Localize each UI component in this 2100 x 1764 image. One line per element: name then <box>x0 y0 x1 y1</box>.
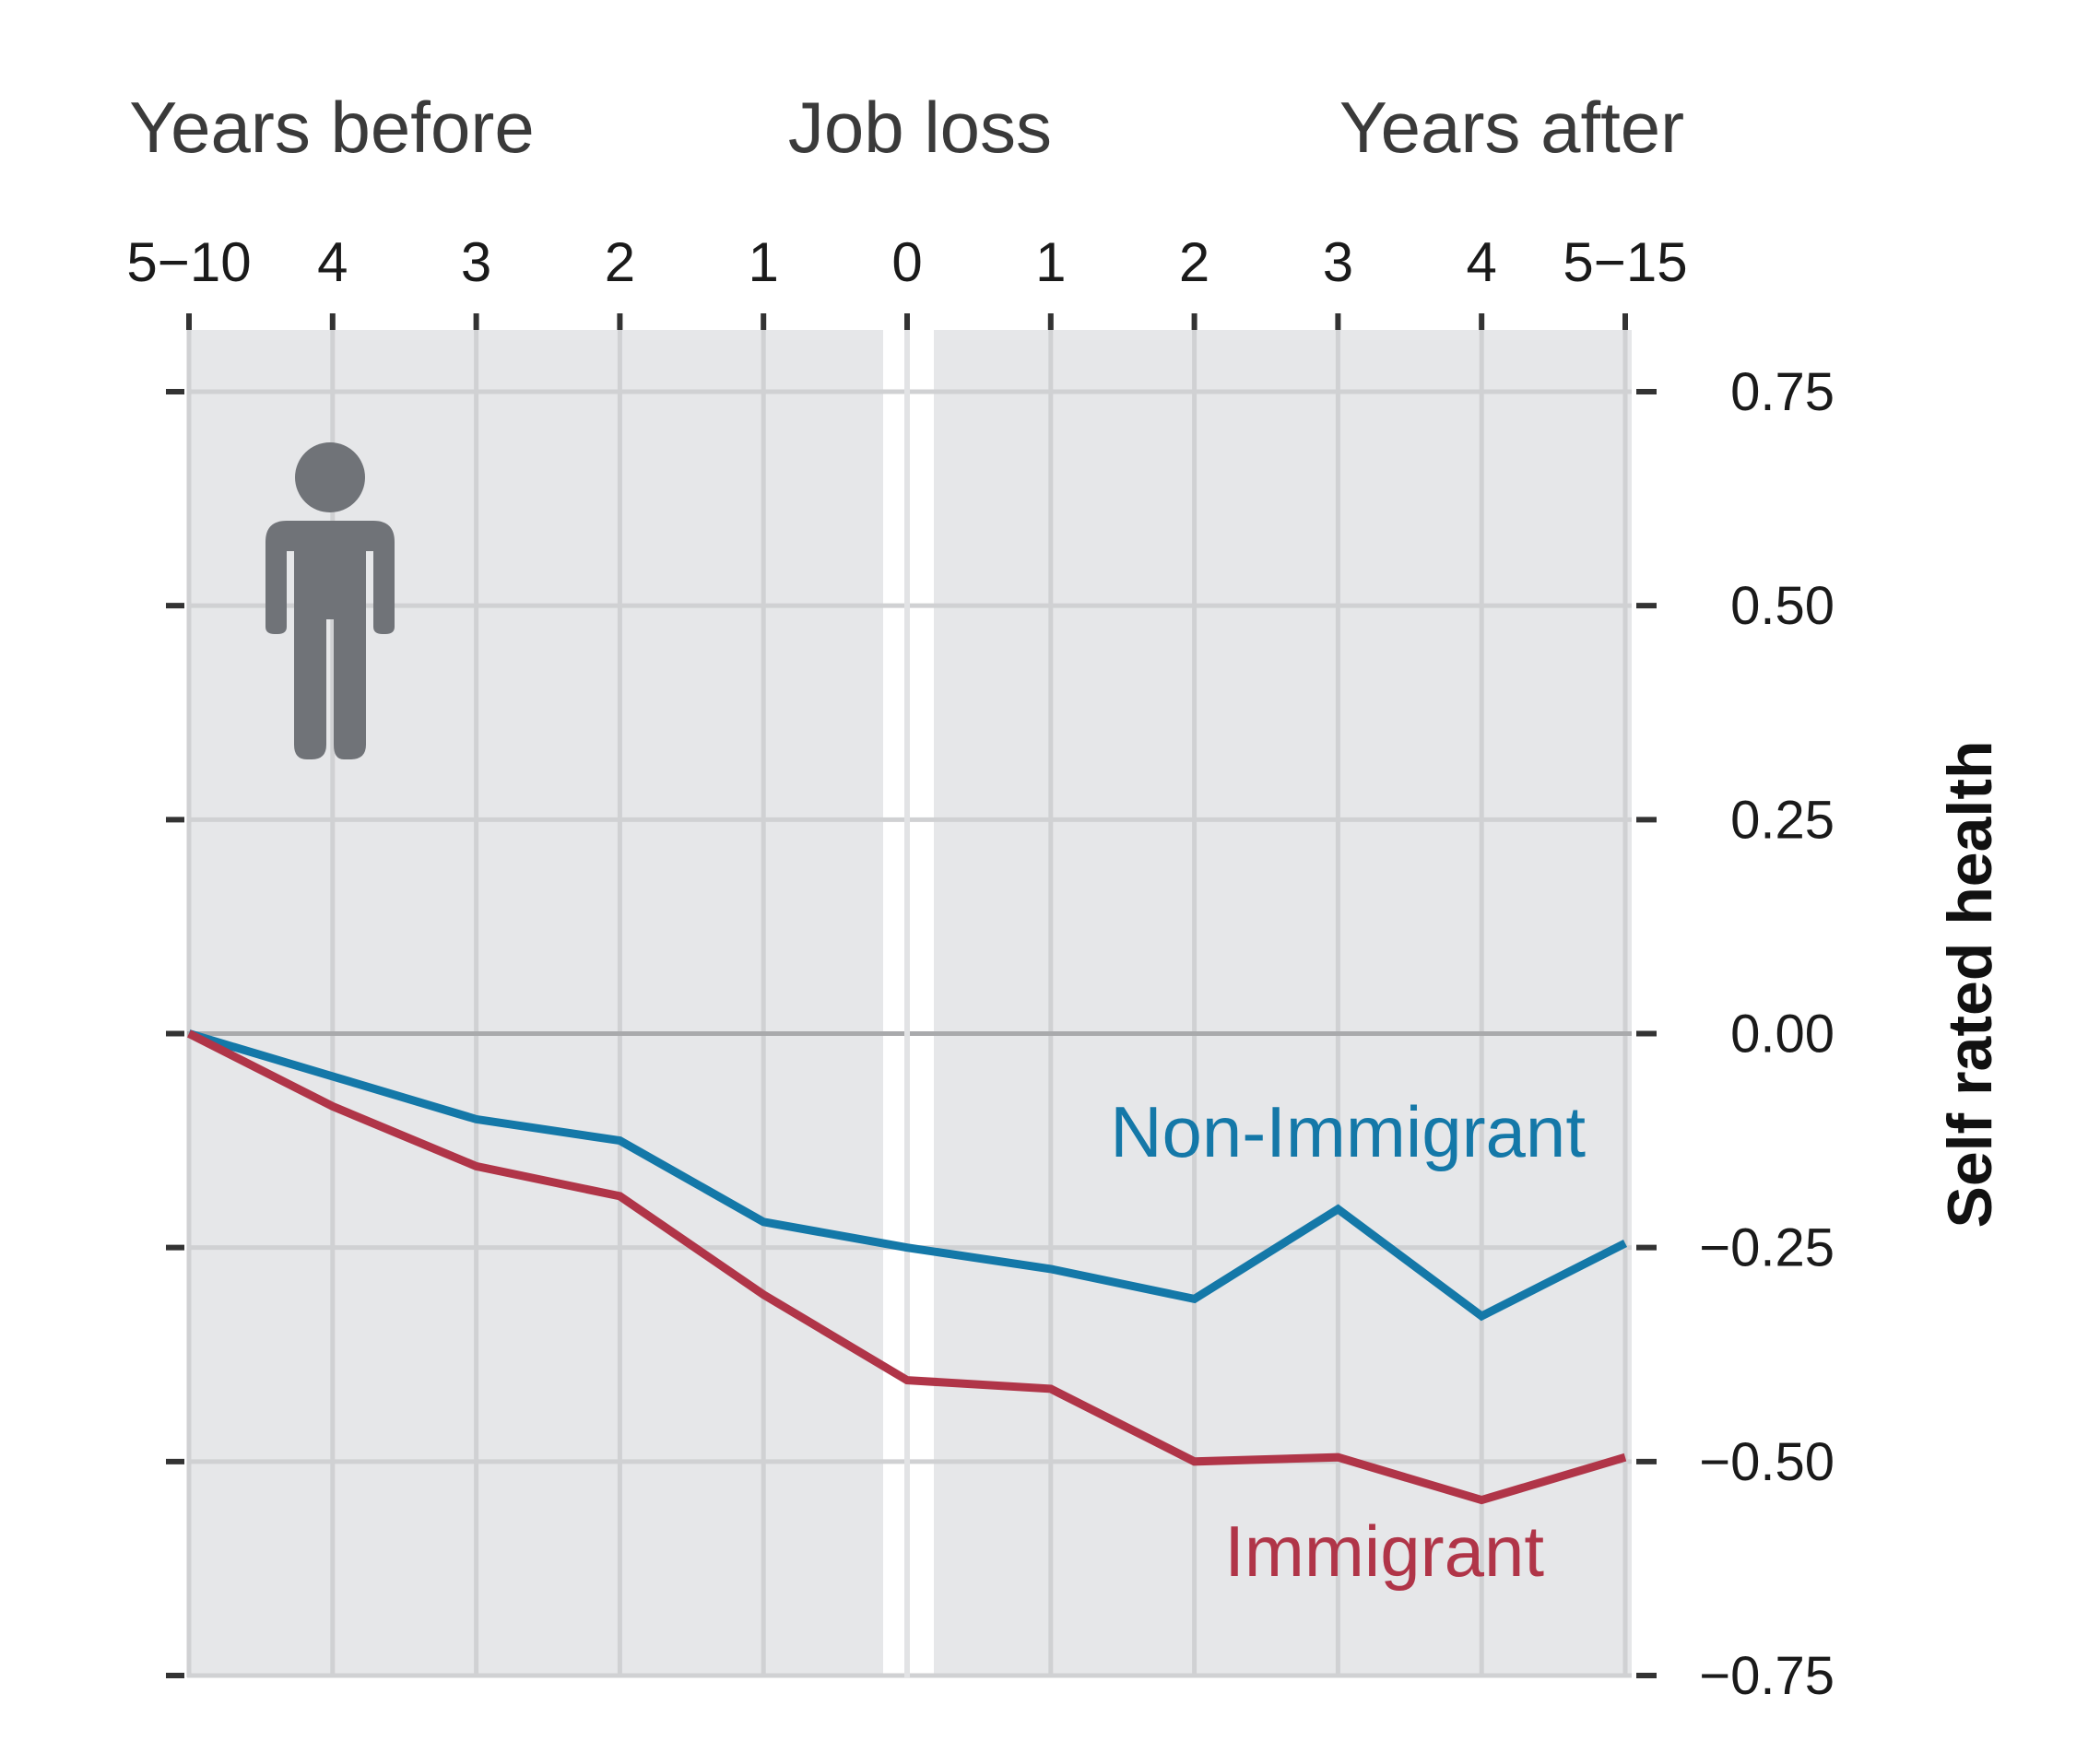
series-line-immigrant <box>186 1029 1627 1505</box>
y-tick-label: −0.75 <box>1699 1646 1835 1706</box>
y-tick-label: −0.50 <box>1699 1432 1835 1492</box>
series-label-non-immigrant: Non-Immigrant <box>1110 1091 1586 1172</box>
x-tick-label: 4 <box>1467 231 1497 293</box>
x-tick-label: 5−15 <box>1563 231 1687 293</box>
x-tick-label: 2 <box>1179 231 1209 293</box>
x-tick-labels: 5−10 4 3 2 1 0 1 2 3 4 5−15 <box>126 231 1687 293</box>
y-tick-labels: 0.75 0.50 0.25 0.00 −0.25 −0.50 −0.75 <box>1699 362 1835 1706</box>
series-lines <box>186 1029 1628 1505</box>
y-axis-label: Self rated health <box>1935 740 2005 1228</box>
y-tick-label: −0.25 <box>1699 1218 1835 1278</box>
x-tick-label: 4 <box>317 231 348 293</box>
x-tick-label: 0 <box>891 231 922 293</box>
y-tick-label: 0.75 <box>1730 362 1835 422</box>
header-years-after: Years after <box>1339 87 1684 168</box>
series-label-immigrant: Immigrant <box>1224 1511 1544 1592</box>
x-tick-label: 3 <box>1323 231 1353 293</box>
grid <box>186 330 1632 1678</box>
x-tick-label: 1 <box>749 231 779 293</box>
x-tick-label: 2 <box>605 231 635 293</box>
x-tick-label: 3 <box>461 231 491 293</box>
x-tick-label: 1 <box>1035 231 1066 293</box>
x-tick-label: 5−10 <box>126 231 251 293</box>
header-job-loss: Job loss <box>788 87 1052 168</box>
panel-after <box>934 330 1632 1677</box>
y-tick-label: 0.00 <box>1730 1005 1835 1064</box>
header-years-before: Years before <box>129 87 534 168</box>
tick-marks <box>166 313 1657 1678</box>
y-tick-label: 0.25 <box>1730 790 1835 850</box>
person-icon <box>265 442 395 759</box>
series-line-non-immigrant <box>187 1029 1628 1322</box>
y-tick-label: 0.50 <box>1730 576 1835 636</box>
